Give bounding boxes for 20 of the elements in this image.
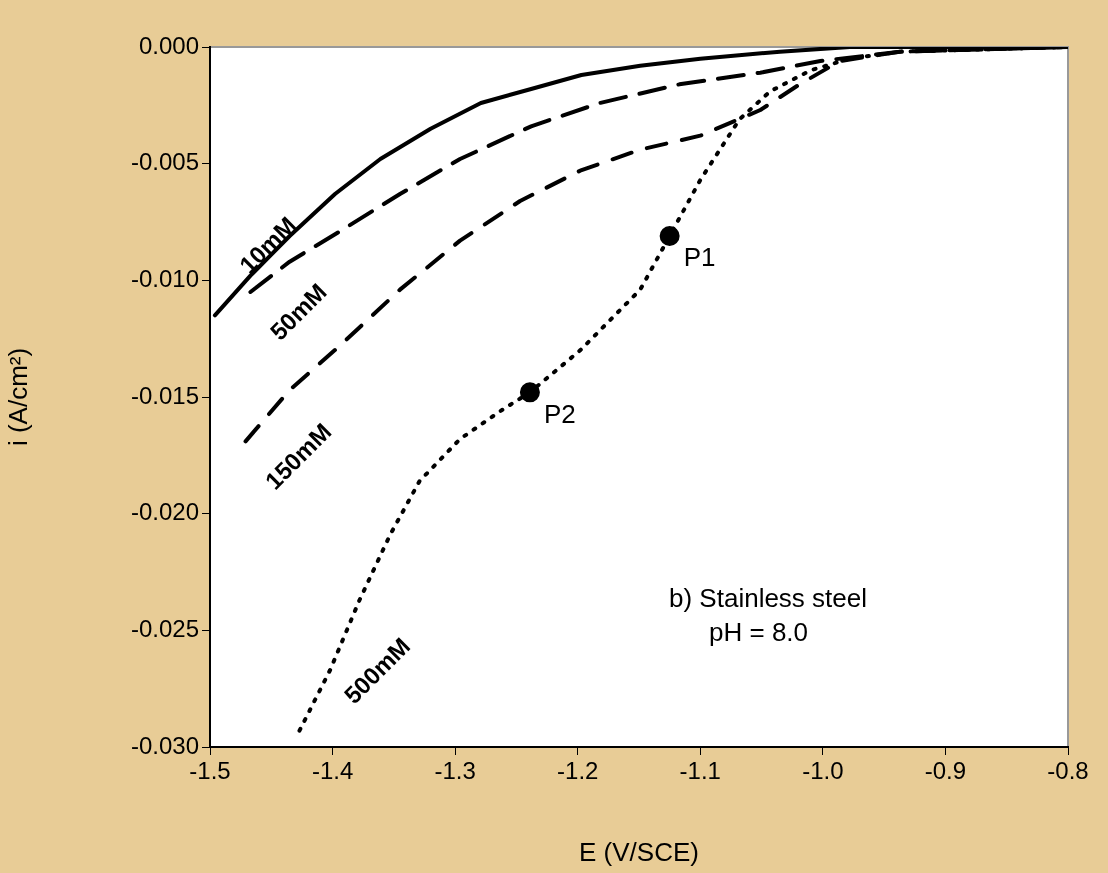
- x-tick-label: -1.0: [802, 757, 844, 785]
- y-tick-label: 0.000: [138, 31, 199, 59]
- x-tick-label: -1.3: [434, 757, 476, 785]
- annotation: b) Stainless steel pH = 8.0: [669, 583, 868, 647]
- y-tick-label: -0.015: [130, 381, 199, 409]
- x-tick-label: -1.2: [557, 757, 599, 785]
- x-tick-label: -0.8: [1047, 757, 1089, 785]
- annotation: P1: [683, 242, 716, 273]
- x-axis-title: E (V/SCE): [579, 836, 699, 867]
- y-tick-label: -0.020: [130, 498, 199, 526]
- x-tick-label: -1.1: [679, 757, 721, 785]
- y-tick-label: -0.010: [130, 264, 199, 292]
- y-tick-label: -0.030: [130, 731, 199, 759]
- x-tick-label: -1.4: [311, 757, 354, 785]
- y-tick-label: -0.005: [130, 148, 199, 176]
- y-tick-label: -0.025: [130, 614, 199, 642]
- y-axis-title: i (A/cm²): [2, 347, 33, 447]
- x-tick-label: -0.9: [924, 757, 967, 785]
- x-tick-label: -1.5: [189, 757, 231, 785]
- annotation: P2: [543, 398, 576, 429]
